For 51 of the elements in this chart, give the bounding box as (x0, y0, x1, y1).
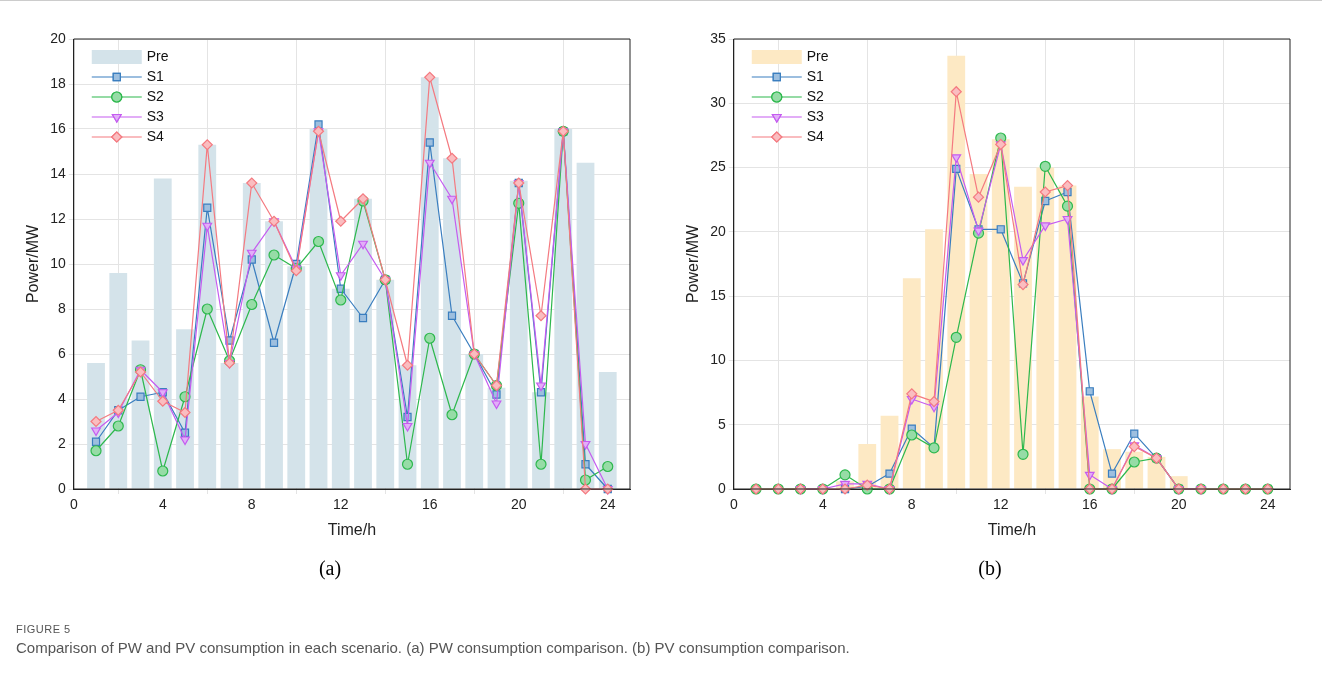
legend-label: Pre (806, 47, 829, 64)
y-axis-title: Power/MW (684, 223, 702, 304)
y-tick-label: 20 (50, 29, 66, 46)
y-tick-label: 12 (50, 209, 66, 226)
y-tick-label: 35 (710, 29, 726, 46)
y-tick-label: 0 (57, 479, 66, 496)
y-tick-label: 15 (710, 287, 726, 303)
y-tick-label: 6 (57, 344, 66, 361)
x-axis-title: Time/h (987, 520, 1037, 538)
text: (a) (317, 557, 343, 580)
x-tick-label: 16 (1081, 496, 1098, 513)
y-tick-label: 20 (710, 222, 726, 239)
x-tick-label: 20 (1170, 496, 1187, 513)
x-tick-label: 8 (247, 496, 256, 513)
x-tick-label: 24 (599, 496, 616, 513)
legend-label: S3 (146, 107, 165, 124)
legend-label: S2 (146, 87, 165, 104)
y-tick-label: 25 (710, 158, 726, 175)
legend-label: S1 (806, 67, 825, 84)
x-tick-label: 0 (69, 496, 78, 513)
x-axis-title: Time/h (327, 520, 377, 538)
y-tick-label: 5 (717, 415, 726, 432)
y-tick-label: 4 (57, 389, 66, 406)
y-tick-label: 14 (50, 164, 66, 181)
y-tick-label: 18 (50, 74, 66, 91)
legend-label: S1 (146, 67, 165, 84)
y-tick-label: 10 (710, 351, 726, 368)
x-tick-label: 20 (510, 496, 527, 513)
legend-label: S2 (806, 87, 825, 104)
x-tick-label: 4 (158, 496, 167, 513)
y-tick-label: 0 (717, 479, 726, 496)
legend-label: S3 (806, 107, 825, 124)
x-tick-label: 8 (907, 496, 916, 513)
x-tick-label: 24 (1259, 496, 1276, 513)
legend-label: S4 (146, 127, 165, 144)
y-tick-label: 10 (50, 254, 66, 271)
caption: FIGURE 5 (16, 623, 72, 635)
x-tick-label: 12 (992, 496, 1009, 513)
text: Comparison of PW and PV consumption in each scenario. (a) PW consumption comparison. (b) PV consumption comparison. (16, 639, 850, 656)
y-tick-label: 2 (57, 434, 66, 451)
text: (b) (977, 557, 1003, 580)
y-axis-title: Power/MW (24, 223, 42, 304)
x-tick-label: 4 (818, 496, 827, 513)
y-tick-label: 16 (50, 119, 66, 136)
x-tick-label: 0 (729, 496, 738, 513)
y-tick-label: 30 (710, 94, 726, 111)
x-tick-label: 16 (421, 496, 438, 513)
x-tick-label: 12 (332, 496, 349, 513)
legend-label: Pre (146, 47, 169, 64)
legend-label: S4 (806, 127, 825, 144)
y-tick-label: 8 (57, 299, 66, 316)
